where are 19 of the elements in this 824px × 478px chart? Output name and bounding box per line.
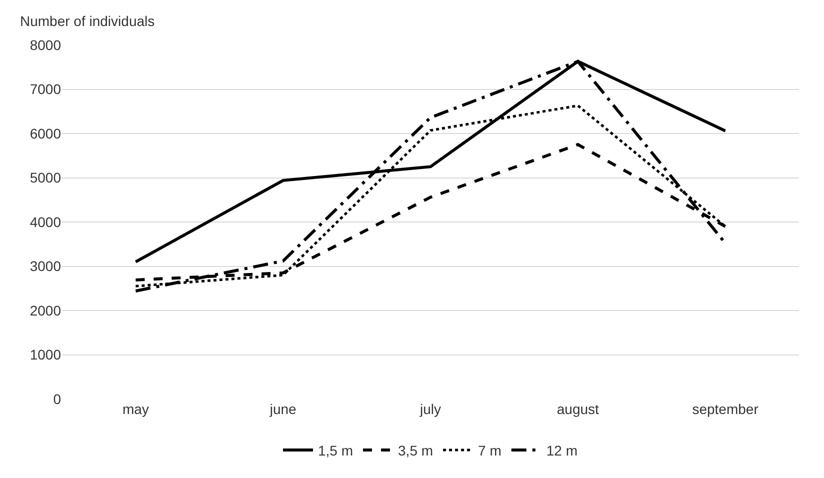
y-tick-label: 4000 bbox=[30, 214, 62, 230]
x-tick-label: september bbox=[692, 401, 759, 417]
y-tick-label: 7000 bbox=[30, 81, 62, 98]
y-tick-label: 0 bbox=[53, 390, 62, 407]
legend-label: 1,5 m bbox=[318, 442, 354, 458]
y-tick-label: 8000 bbox=[30, 36, 62, 53]
y-axis-title: Number of individuals bbox=[20, 13, 155, 29]
y-tick-label: 2000 bbox=[30, 302, 62, 318]
legend-label: 12 m bbox=[546, 442, 578, 458]
y-tick-label: 6000 bbox=[30, 125, 62, 142]
legend-label: 7 m bbox=[478, 442, 502, 458]
x-tick-label: june bbox=[268, 401, 297, 417]
y-tick-label: 1000 bbox=[30, 346, 62, 363]
x-tick-label: august bbox=[556, 401, 600, 417]
legend-label: 3,5 m bbox=[398, 442, 434, 458]
y-tick-label: 3000 bbox=[30, 258, 62, 274]
x-tick-label: may bbox=[122, 401, 149, 417]
x-tick-label: july bbox=[418, 401, 442, 417]
y-tick-label: 5000 bbox=[30, 170, 62, 186]
